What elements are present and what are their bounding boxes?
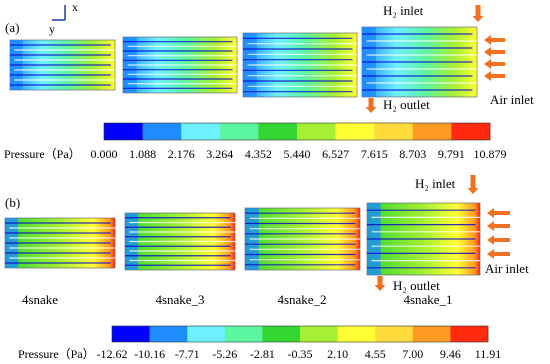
flow-arrow [487, 249, 510, 259]
flow-arrow [487, 208, 510, 218]
colorbar-tick-label: 1.088 [129, 147, 156, 161]
colorbar-tick-label: -12.62 [97, 347, 128, 361]
colorbar-tick-label: -2.81 [250, 347, 275, 361]
colorbar-tick-label: 9.791 [438, 147, 465, 161]
colorbar-segment [262, 326, 301, 342]
colorbar-segment [181, 123, 221, 140]
colorbar-tick-label: 4.352 [245, 147, 272, 161]
colorbar-title: Pressure（Pa） [18, 347, 95, 361]
axis-label: x [72, 0, 78, 14]
flow-arrow [484, 71, 505, 81]
colorbar-segment [412, 326, 451, 342]
colorbar-segment [374, 123, 414, 140]
colorbar-tick-label: 0.000 [91, 147, 118, 161]
colorbar-tick-label: -0.35 [288, 347, 313, 361]
colorbar-title: Pressure（Pa） [4, 147, 81, 161]
colorbar-tick-label: 4.55 [365, 347, 386, 361]
colorbar-segment [219, 123, 259, 140]
colorbar-segment [450, 326, 489, 342]
panel-label: (a) [5, 20, 19, 35]
case-label: 4snake_2 [277, 292, 326, 307]
flow-arrow [487, 235, 510, 245]
flow-arrow [472, 5, 484, 22]
flow-arrow [365, 98, 377, 113]
outlet-label: H₂ outlet [393, 278, 440, 293]
flow-arrow [484, 47, 505, 57]
colorbar-tick-label: 9.46 [440, 347, 461, 361]
case-label: 4snake_1 [403, 292, 452, 307]
colorbar-tick-label: 7.00 [402, 347, 423, 361]
colorbar-tick-label: 11.91 [475, 347, 502, 361]
colorbar-frame [111, 325, 489, 343]
colorbar-tick-label: 7.615 [361, 147, 388, 161]
colorbar-segment [112, 326, 150, 342]
flow-arrow [374, 276, 386, 291]
colorbar-segment [224, 326, 263, 342]
colorbar-tick-label: 5.440 [284, 147, 311, 161]
inlet-label: Air inlet [490, 92, 534, 107]
colorbar-segment [104, 123, 143, 140]
axis-label: y [49, 22, 55, 36]
colorbar-tick-label: 2.10 [327, 347, 348, 361]
case-label: 4snake [22, 292, 58, 307]
colorbar-segment [149, 326, 188, 342]
inlet-label: H₂ inlet [415, 176, 456, 191]
colorbar-segment [187, 326, 226, 342]
colorbar-tick-label: 6.527 [322, 147, 349, 161]
colorbar-segment [451, 123, 491, 140]
colorbar-tick-label: -10.16 [134, 347, 165, 361]
colorbar-segment [258, 123, 298, 140]
colorbar-segment [375, 326, 414, 342]
outlet-label: H₂ outlet [383, 97, 430, 112]
inlet-label: Air inlet [485, 261, 529, 276]
colorbar-segment [335, 123, 375, 140]
colorbar-tick-label: -5.26 [212, 347, 237, 361]
colorbar-frame [103, 122, 491, 141]
flow-arrow [484, 35, 505, 45]
colorbar-segment [412, 123, 452, 140]
colorbar-tick-label: 3.264 [206, 147, 233, 161]
case-label: 4snake_3 [155, 292, 204, 307]
inlet-label: H₂ inlet [383, 3, 424, 18]
colorbar-tick-label: 8.703 [399, 147, 426, 161]
colorbar-segment [142, 123, 182, 140]
colorbar-segment [300, 326, 338, 342]
colorbar-tick-label: 2.176 [168, 147, 195, 161]
colorbar-tick-label: 10.879 [474, 147, 507, 161]
flow-arrow [487, 221, 510, 231]
colorbar-segment [297, 123, 336, 140]
colorbar-segment [337, 326, 376, 342]
flow-arrow [484, 59, 505, 69]
panel-label: (b) [5, 195, 20, 210]
flow-arrow [467, 175, 479, 194]
colorbar-tick-label: -7.71 [175, 347, 200, 361]
